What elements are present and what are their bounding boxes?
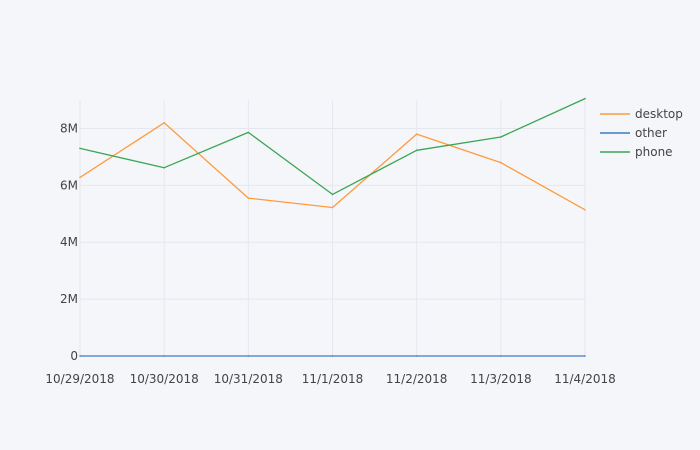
data-point-desktop xyxy=(415,133,418,135)
data-point-phone xyxy=(584,97,586,100)
y-gridlines xyxy=(80,127,585,300)
data-point-phone xyxy=(79,147,81,150)
data-point-desktop xyxy=(79,176,81,179)
data-point-other xyxy=(163,355,165,357)
y-tick-label: 8M xyxy=(60,121,78,135)
data-point-desktop xyxy=(163,121,165,124)
x-tick-label: 11/3/2018 xyxy=(470,372,532,386)
legend-item-phone[interactable]: phone xyxy=(600,145,673,159)
data-point-phone xyxy=(500,136,502,138)
legend-item-desktop[interactable]: desktop xyxy=(600,107,683,121)
legend-label: desktop xyxy=(635,107,683,121)
legend: desktop other phone xyxy=(600,107,683,159)
x-axis-ticks: 10/29/2018 10/30/2018 10/31/2018 11/1/2018 1… xyxy=(45,372,615,386)
data-point-phone xyxy=(163,166,165,169)
y-tick-label: 6M xyxy=(60,178,78,192)
y-axis-ticks: 0 2M 4M 6M 8M xyxy=(60,121,78,363)
legend-label: other xyxy=(635,126,667,140)
data-point-other xyxy=(79,355,81,357)
y-tick-label: 2M xyxy=(60,292,78,306)
x-tick-label: 11/2/2018 xyxy=(386,372,448,386)
x-tick-label: 11/4/2018 xyxy=(554,372,616,386)
x-tick-label: 10/29/2018 xyxy=(45,372,114,386)
data-point-phone xyxy=(331,193,334,196)
data-point-other xyxy=(331,355,334,357)
series-lines xyxy=(79,97,586,357)
x-tick-label: 11/1/2018 xyxy=(302,372,364,386)
y-tick-label: 4M xyxy=(60,235,78,249)
data-point-other xyxy=(500,355,502,357)
data-point-other xyxy=(247,355,250,357)
data-point-desktop xyxy=(331,206,334,209)
x-tick-label: 10/30/2018 xyxy=(130,372,199,386)
data-point-other xyxy=(415,355,418,357)
data-point-phone xyxy=(247,131,250,134)
y-tick-label: 0 xyxy=(70,349,78,363)
x-gridlines xyxy=(79,100,586,356)
data-point-other xyxy=(584,355,586,357)
legend-item-other[interactable]: other xyxy=(600,126,667,140)
data-point-phone xyxy=(415,149,418,152)
data-point-desktop xyxy=(500,161,502,164)
data-point-desktop xyxy=(247,197,250,199)
data-point-desktop xyxy=(584,208,586,211)
legend-label: phone xyxy=(635,145,673,159)
x-tick-label: 10/31/2018 xyxy=(214,372,283,386)
